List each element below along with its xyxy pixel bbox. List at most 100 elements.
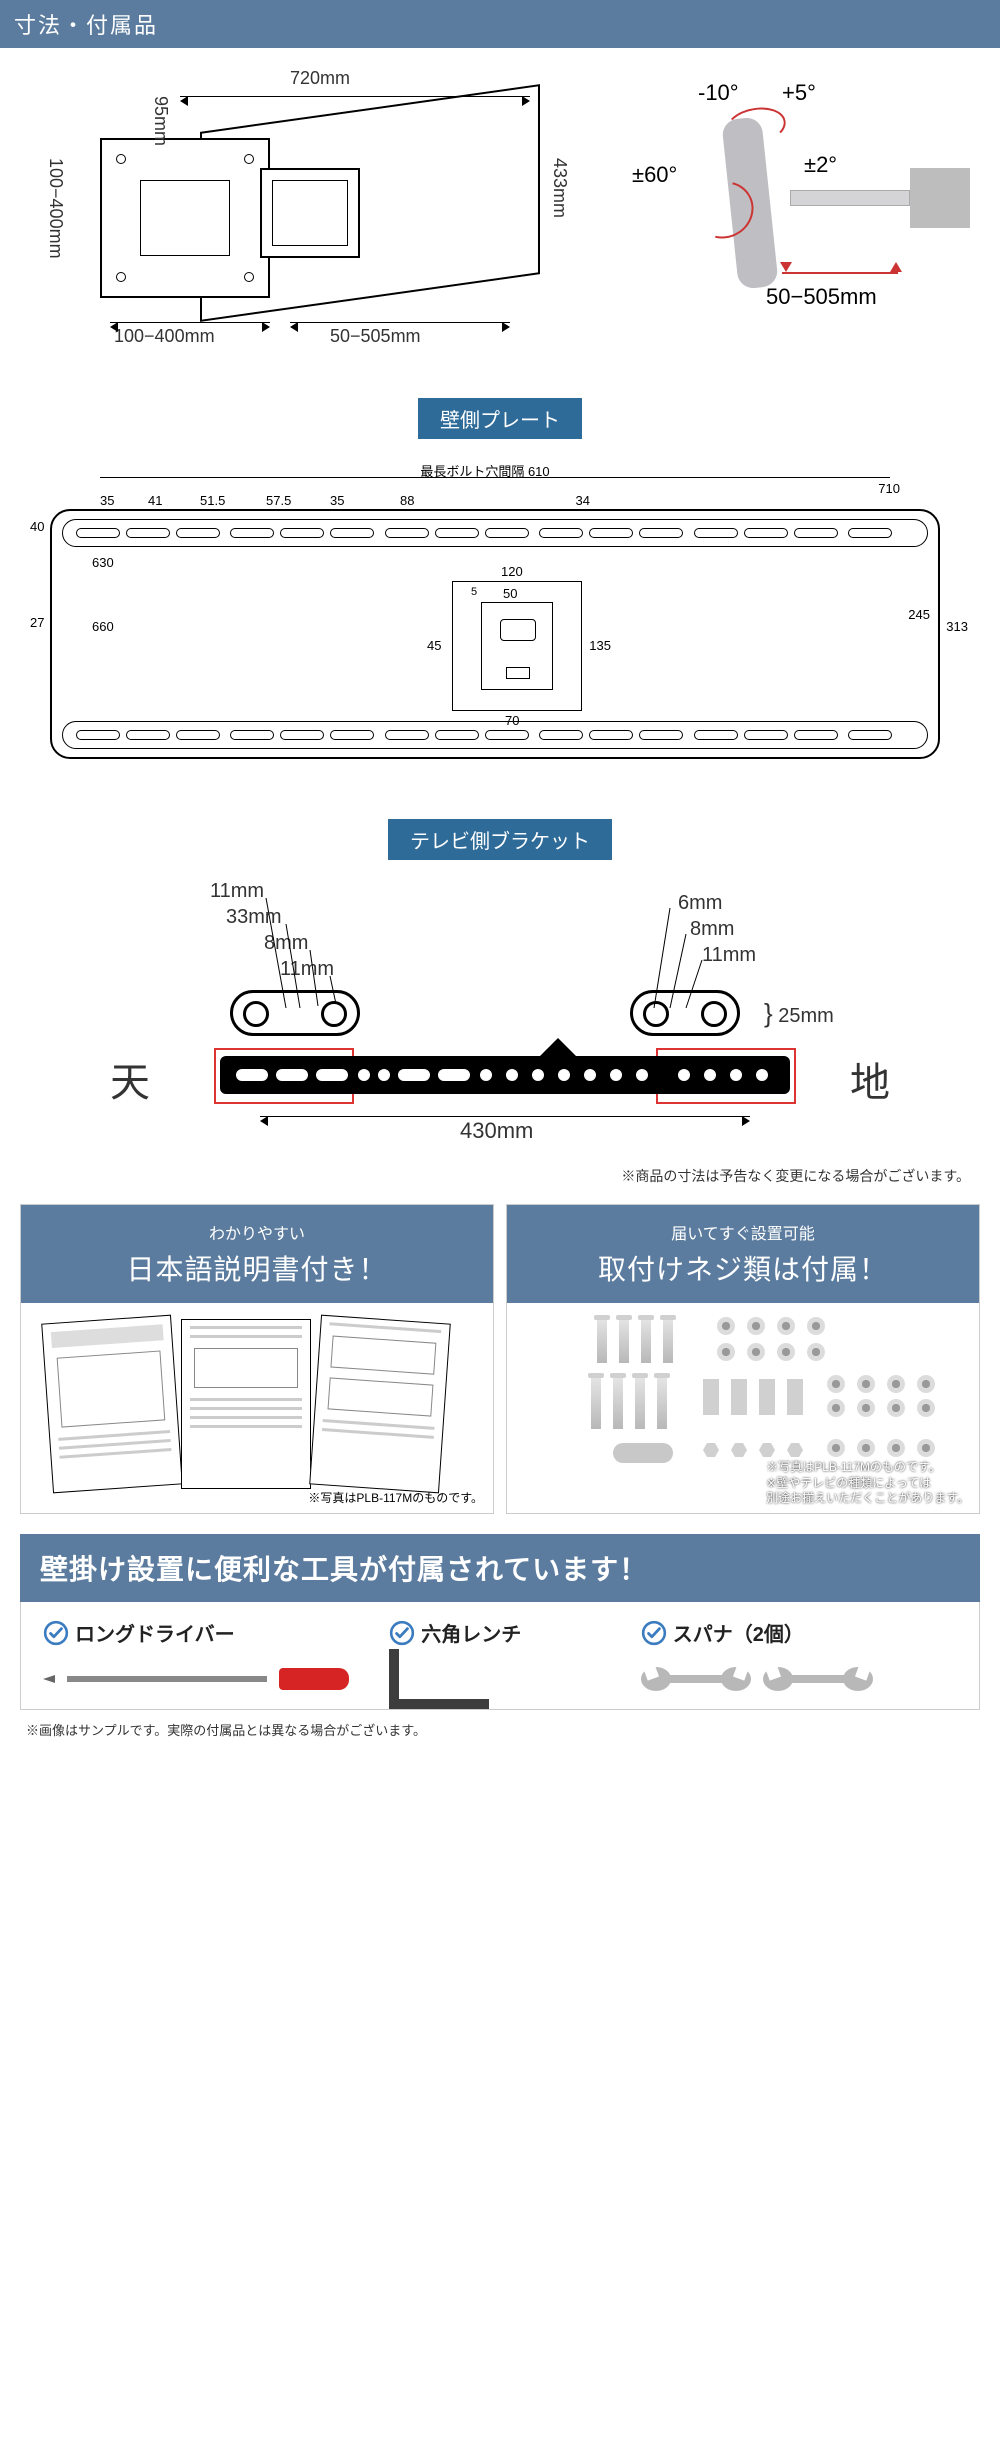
check-icon <box>641 1620 667 1646</box>
wp-660: 660 <box>92 619 114 634</box>
tool-screwdriver: ロングドライバー <box>43 1618 359 1701</box>
card-manual-note: ※写真はPLB-117Mのものです。 <box>308 1491 483 1507</box>
tilt-neg: -10° <box>698 80 739 106</box>
wp-seg-0: 35 <box>100 493 114 508</box>
tool-spanner: スパナ（2個） <box>641 1618 957 1701</box>
card-manual-body: ※写真はPLB-117Mのものです。 <box>21 1303 493 1513</box>
extend-arrow-l <box>780 262 792 272</box>
tools-note: ※画像はサンプルです。実際の付属品とは異なる場合がございます。 <box>20 1716 980 1743</box>
wp-center-box: 120 50 5 45 135 70 <box>452 581 582 711</box>
mount-isometric-diagram: 720mm 95mm 100−400mm 100−400mm 50−505mm … <box>30 68 590 368</box>
card-hardware-body: ※写真はPLB-117Mのものです。 ※壁やテレビの種類によっては 別途お揃えい… <box>507 1303 979 1513</box>
wp-seg-4: 35 <box>330 493 344 508</box>
swivel: ±60° <box>632 162 677 188</box>
wall-plate-subheader: 壁側プレート <box>418 398 582 439</box>
check-icon <box>43 1620 69 1646</box>
dim-433: 433mm <box>549 158 570 218</box>
tb-430: 430mm <box>460 1118 533 1144</box>
dim-95: 95mm <box>150 96 171 146</box>
tv-bracket-subheader-text: テレビ側ブラケット <box>410 831 590 853</box>
tb-left-leaders <box>210 888 410 1038</box>
angle-wall <box>910 168 970 228</box>
card-hardware-note: ※写真はPLB-117Mのものです。 ※壁やテレビの種類によっては 別途お揃えい… <box>766 1460 969 1507</box>
manual-page-2 <box>181 1319 311 1489</box>
tool-hexkey-label: 六角レンチ <box>389 1618 610 1647</box>
wp-c-120: 120 <box>501 564 523 579</box>
extend-arrow-r <box>890 262 902 272</box>
wp-c-45: 45 <box>427 638 441 653</box>
wall-plate-subheader-text: 壁側プレート <box>440 410 560 432</box>
check-icon <box>389 1620 415 1646</box>
wp-rail-top <box>62 519 928 547</box>
wp-313: 313 <box>946 619 968 634</box>
dim-arrow-ext <box>290 318 510 328</box>
accessory-cards: わかりやすい 日本語説明書付き！ ※写真はPLB-117Mのものです。 <box>0 1204 1000 1514</box>
top-dimensions-row: 720mm 95mm 100−400mm 100−400mm 50−505mm … <box>0 48 1000 378</box>
iso-arm <box>260 168 360 258</box>
wp-c-5: 5 <box>471 586 477 598</box>
tb-right-leaders <box>630 900 790 1040</box>
tb-bar <box>220 1056 790 1094</box>
tool-screwdriver-text: ロングドライバー <box>75 1618 235 1647</box>
manual-page-3 <box>309 1315 451 1494</box>
extend-range: 50−505mm <box>766 284 877 310</box>
section-header-text: 寸法・付属品 <box>14 13 158 38</box>
wall-plate-subheader-row: 壁側プレート <box>0 378 1000 449</box>
card-manual-title: 日本語説明書付き！ <box>29 1248 485 1288</box>
tool-spanner-text: スパナ（2個） <box>673 1618 804 1647</box>
wp-27: 27 <box>30 615 44 630</box>
wp-outer: 630 660 120 50 5 45 135 70 <box>50 509 940 759</box>
card-manual-header: わかりやすい 日本語説明書付き！ <box>21 1205 493 1303</box>
spanner-icon <box>641 1657 957 1701</box>
kanji-ten: 天 <box>110 1050 150 1108</box>
wp-c-135: 135 <box>589 638 611 653</box>
dim-arrow-720 <box>180 92 530 102</box>
wp-seg-2: 51.5 <box>200 493 225 508</box>
wp-seg-3: 57.5 <box>266 493 291 508</box>
tool-hexkey: 六角レンチ <box>389 1618 610 1701</box>
card-manual: わかりやすい 日本語説明書付き！ ※写真はPLB-117Mのものです。 <box>20 1204 494 1514</box>
wp-710: 710 <box>878 481 900 496</box>
card-hardware-header: 届いてすぐ設置可能 取付けネジ類は付属！ <box>507 1205 979 1303</box>
card-manual-subtitle: わかりやすい <box>29 1220 485 1244</box>
dim-extend: 50−505mm <box>330 326 421 347</box>
wp-seg-5: 88 <box>400 493 414 508</box>
wp-seg-right: 34 <box>576 493 590 508</box>
tools-banner-text: 壁掛け設置に便利な工具が付属されています！ <box>40 1554 648 1585</box>
iso-drawing: 720mm 95mm 100−400mm 100−400mm 50−505mm … <box>30 68 570 348</box>
tv-bracket-subheader: テレビ側ブラケット <box>388 819 612 860</box>
level: ±2° <box>804 152 837 178</box>
kanji-chi: 地 <box>850 1050 890 1108</box>
extend-line <box>782 272 898 274</box>
dim-720: 720mm <box>290 68 350 89</box>
wp-c-50: 50 <box>503 586 517 601</box>
tool-spanner-label: スパナ（2個） <box>641 1618 957 1647</box>
manual-page-1 <box>41 1315 183 1494</box>
hexkey-icon <box>389 1657 610 1701</box>
card-hardware-subtitle: 届いてすぐ設置可能 <box>515 1220 971 1244</box>
wp-rail-bot <box>62 721 928 749</box>
tilt-pos: +5° <box>782 80 816 106</box>
card-hardware-title: 取付けネジ類は付属！ <box>515 1248 971 1288</box>
dim-vesa-v: 100−400mm <box>45 158 66 259</box>
dim-vesa-h: 100−400mm <box>114 326 215 347</box>
dim-arrow-vesah <box>110 318 270 328</box>
wp-c-70: 70 <box>505 713 519 728</box>
dim-change-note: ※商品の寸法は予告なく変更になる場合がございます。 <box>0 1160 1000 1204</box>
tv-bracket-subheader-row: テレビ側ブラケット <box>0 799 1000 870</box>
wp-630: 630 <box>92 555 114 570</box>
section-header: 寸法・付属品 <box>0 0 1000 48</box>
card-hardware: 届いてすぐ設置可能 取付けネジ類は付属！ <box>506 1204 980 1514</box>
screwdriver-icon <box>43 1657 359 1701</box>
tv-bracket-diagram: 11mm 33mm 8mm 11mm 6mm 8mm 11mm } 25mm <box>30 880 970 1160</box>
wp-40: 40 <box>30 519 44 534</box>
articulation-diagram: -10° +5° ±60° ±2° 50−505mm <box>610 68 970 328</box>
iso-plate <box>100 138 270 298</box>
wall-plate-diagram: 最長ボルト穴間隔 610 35 41 51.5 57.5 35 88 34 71… <box>30 459 970 789</box>
wp-seg-1: 41 <box>148 493 162 508</box>
tools-body: ロングドライバー 六角レンチ スパナ（2個） <box>20 1602 980 1710</box>
angle-arm <box>790 190 910 206</box>
tool-hexkey-text: 六角レンチ <box>421 1618 521 1647</box>
tools-banner: 壁掛け設置に便利な工具が付属されています！ <box>20 1534 980 1602</box>
tool-screwdriver-label: ロングドライバー <box>43 1618 359 1647</box>
